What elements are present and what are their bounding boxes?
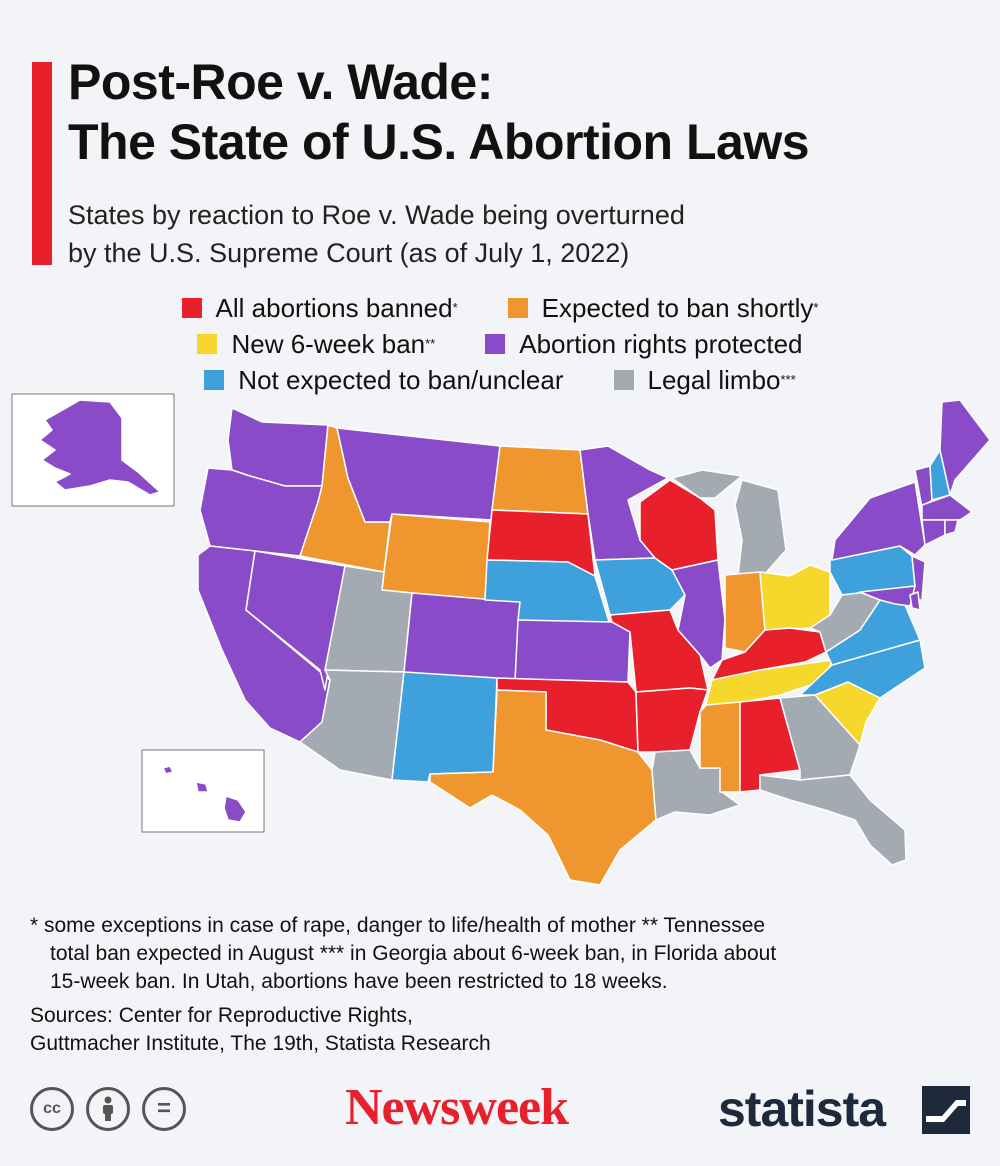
legend-item-unclear: Not expected to ban/unclear xyxy=(204,362,564,398)
legend-row: All abortions banned * Expected to ban sh… xyxy=(0,290,1000,326)
state-kansas xyxy=(514,619,631,683)
accent-bar xyxy=(32,62,52,265)
sources-line-1: Sources: Center for Reproductive Rights, xyxy=(30,1004,413,1027)
state-north-dakota xyxy=(491,445,589,515)
us-map xyxy=(11,393,991,886)
state-alaska xyxy=(39,399,161,496)
title-line-2: The State of U.S. Abortion Laws xyxy=(68,114,810,170)
by-icon xyxy=(86,1087,130,1131)
footnote-line-1: * some exceptions in case of rape, dange… xyxy=(30,914,766,937)
state-illinois xyxy=(671,559,726,669)
state-michigan-upper xyxy=(671,469,743,499)
statista-mark-icon xyxy=(922,1086,970,1134)
state-montana xyxy=(336,427,501,523)
state-maryland xyxy=(859,585,916,607)
footnote-line-3: 15-week ban. In Utah, abortions have bee… xyxy=(50,970,668,993)
state-hawaii-maui xyxy=(195,781,209,793)
state-colorado xyxy=(403,592,521,683)
statista-logo: statista xyxy=(718,1081,886,1137)
legend-row: Not expected to ban/unclear Legal limbo *… xyxy=(0,362,1000,398)
page-title: Post-Roe v. Wade: The State of U.S. Abor… xyxy=(68,52,810,172)
cc-icon: cc xyxy=(30,1087,74,1131)
legend-swatch-six-week xyxy=(197,334,218,354)
state-wyoming xyxy=(381,513,491,601)
legend-label: Legal limbo xyxy=(647,365,781,395)
legend-swatch-protected xyxy=(485,334,506,354)
state-hawaii-big-island xyxy=(223,795,247,823)
state-louisiana xyxy=(651,749,741,821)
title-line-1: Post-Roe v. Wade: xyxy=(68,54,493,110)
state-new-mexico xyxy=(391,671,498,783)
legend-item-protected: Abortion rights protected xyxy=(485,326,803,362)
legend-swatch-banned xyxy=(181,298,202,318)
newsweek-logo: Newsweek xyxy=(345,1079,569,1136)
state-new-york xyxy=(831,481,926,561)
state-minnesota xyxy=(579,445,669,561)
legend-item-banned: All abortions banned * xyxy=(181,290,458,326)
sources: Sources: Center for Reproductive Rights,… xyxy=(30,1002,491,1058)
subtitle: States by reaction to Roe v. Wade being … xyxy=(68,196,685,272)
state-ohio xyxy=(759,564,831,631)
legend-label: New 6-week ban xyxy=(231,329,426,359)
legend-label: All abortions banned xyxy=(215,293,453,323)
legend-label: Abortion rights protected xyxy=(519,329,803,359)
state-hawaii xyxy=(162,765,174,775)
state-arkansas xyxy=(635,687,709,753)
state-connecticut xyxy=(921,519,946,546)
legend-label: Not expected to ban/unclear xyxy=(238,365,564,395)
footnotes: * some exceptions in case of rape, dange… xyxy=(30,912,980,996)
legend-item-limbo: Legal limbo *** xyxy=(613,362,796,398)
sources-line-2: Guttmacher Institute, The 19th, Statista… xyxy=(30,1032,491,1055)
state-florida xyxy=(759,774,907,866)
legend-row: New 6-week ban ** Abortion rights protect… xyxy=(0,326,1000,362)
legend-item-expected: Expected to ban shortly * xyxy=(507,290,818,326)
license-icons: cc = xyxy=(30,1087,186,1131)
legend-label: Expected to ban shortly xyxy=(541,293,814,323)
legend-swatch-unclear xyxy=(204,370,225,390)
state-massachusetts xyxy=(921,494,973,521)
state-maine xyxy=(939,399,991,496)
person-glyph xyxy=(103,1096,113,1121)
state-delaware xyxy=(909,591,921,611)
legend-swatch-expected xyxy=(507,298,528,318)
nd-icon: = xyxy=(142,1087,186,1131)
state-michigan xyxy=(734,479,787,577)
state-rhode-island xyxy=(944,519,959,536)
subtitle-line-1: States by reaction to Roe v. Wade being … xyxy=(68,200,685,230)
state-nevada xyxy=(245,550,346,691)
legend-swatch-limbo xyxy=(613,370,634,390)
subtitle-line-2: by the U.S. Supreme Court (as of July 1,… xyxy=(68,238,630,268)
legend-item-six-week: New 6-week ban ** xyxy=(197,326,435,362)
footnote-line-2: total ban expected in August *** in Geor… xyxy=(50,942,777,965)
legend: All abortions banned * Expected to ban sh… xyxy=(0,290,1000,398)
state-texas xyxy=(429,689,657,886)
